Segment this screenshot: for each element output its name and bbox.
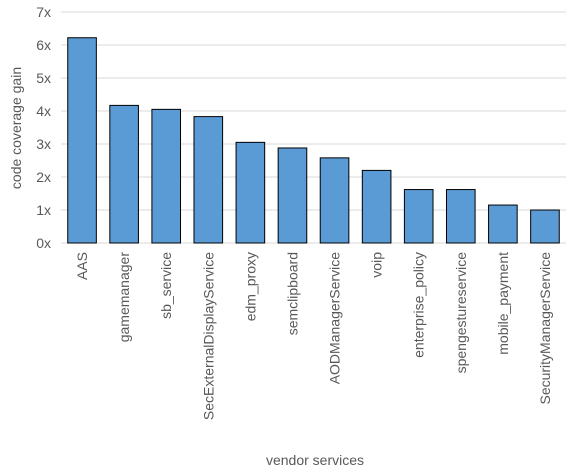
bar (109, 104, 139, 244)
y-tick-label: 1x (36, 202, 51, 218)
bar (488, 204, 518, 244)
x-tick-label: SecExternalDisplayService (200, 252, 216, 420)
x-tick-label: voip (369, 252, 385, 278)
bar (403, 189, 434, 244)
bar (193, 116, 224, 244)
y-tick-label: 3x (36, 136, 51, 152)
x-tick-label: spengestureservice (453, 252, 469, 374)
x-tick-label: SecurityManagerService (537, 252, 553, 405)
y-tick-label: 5x (36, 70, 51, 86)
gridlines (61, 11, 566, 244)
x-tick-label: AODManagerService (327, 252, 343, 384)
y-tick-label: 6x (36, 37, 51, 53)
y-tick-labels: 0x 1x 2x 3x 4x 5x 6x 7x (36, 4, 51, 251)
y-tick-label: 2x (36, 169, 51, 185)
x-tick-label: AAS (74, 252, 90, 280)
x-axis-title: vendor services (266, 452, 364, 468)
bar (445, 189, 476, 244)
bar (67, 37, 97, 244)
x-tick-label: enterprise_policy (411, 252, 427, 358)
x-tick-label: semclipboard (284, 252, 300, 335)
bars (67, 37, 560, 244)
y-axis-title: code coverage gain (8, 67, 24, 189)
x-tick-label: sb_service (158, 252, 174, 319)
y-tick-label: 7x (36, 4, 51, 20)
y-tick-label: 4x (36, 103, 51, 119)
bar (361, 169, 392, 244)
bar (235, 141, 266, 244)
x-tick-label: edm_proxy (242, 252, 258, 321)
x-tick-label: gamemanager (116, 252, 132, 343)
y-tick-label: 0x (36, 235, 51, 251)
x-tick-label: mobile_payment (495, 252, 511, 355)
bar (319, 157, 350, 244)
bar (530, 209, 560, 244)
bar (151, 108, 182, 244)
x-tick-labels: AAS gamemanager sb_service SecExternalDispl… (74, 252, 553, 420)
bar (277, 147, 308, 244)
